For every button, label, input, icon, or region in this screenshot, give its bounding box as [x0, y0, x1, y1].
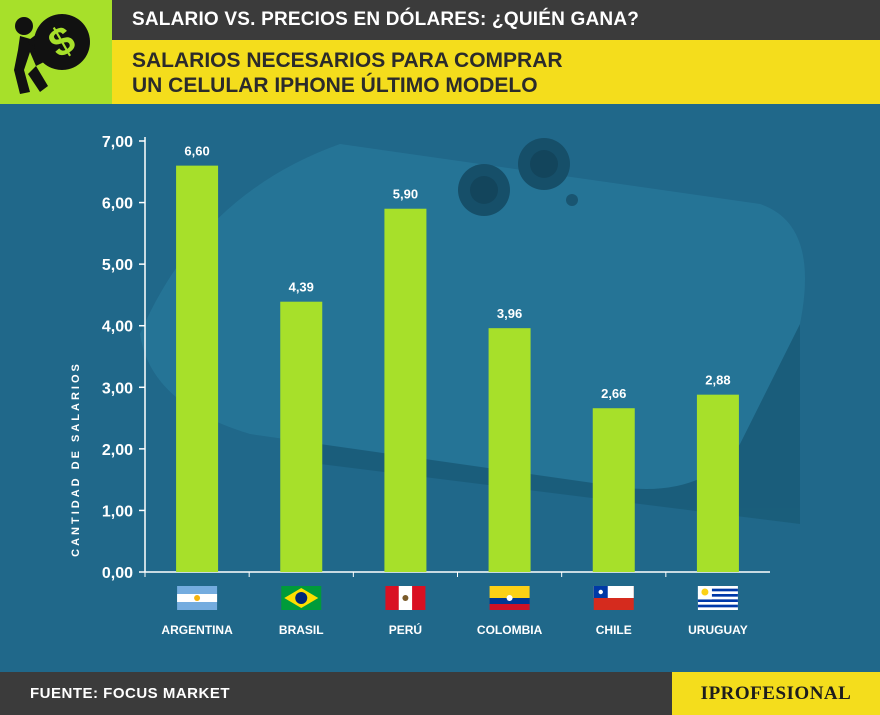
x-tick-label: ARGENTINA — [161, 623, 233, 637]
header-title: SALARIO VS. PRECIOS EN DÓLARES: ¿QUIÉN G… — [112, 0, 880, 40]
data-label: 6,60 — [184, 144, 209, 159]
data-label: 3,96 — [497, 306, 522, 321]
header-subtitle: SALARIOS NECESARIOS PARA COMPRAR UN CELU… — [112, 40, 880, 104]
data-label: 5,90 — [393, 187, 418, 202]
colombia-flag-icon — [489, 586, 530, 610]
bar-chart: 0,00 1,00 2,00 3,00 4,00 5,00 6,00 7,00 6,60 4,3… — [102, 134, 805, 637]
chart-area: 0,00 1,00 2,00 3,00 4,00 5,00 6,00 7,00 6,60 4,3… — [0, 104, 880, 672]
bar-argentina — [176, 165, 219, 572]
y-tick-label: 4,00 — [102, 319, 133, 336]
bar-chile — [592, 408, 635, 572]
brand-logo: IPROFESIONAL — [700, 683, 852, 704]
peru-flag-icon — [385, 586, 426, 610]
subtitle-line-2: UN CELULAR IPHONE ÚLTIMO MODELO — [132, 74, 538, 97]
chile-flag-icon — [593, 586, 634, 610]
y-tick-label: 1,00 — [102, 503, 133, 520]
bar-layer: 6,60 4,39 5,90 3,96 2,66 2,88 — [176, 144, 739, 572]
subtitle-line-1: SALARIOS NECESARIOS PARA COMPRAR — [132, 49, 563, 72]
y-tick-label: 3,00 — [102, 380, 133, 397]
footer: FUENTE: FOCUS MARKET IPROFESIONAL — [0, 672, 880, 715]
bar-colombia — [488, 328, 531, 572]
logo-box: $ — [0, 0, 112, 104]
brand-box: IPROFESIONAL — [672, 672, 880, 715]
y-tick-label: 0,00 — [102, 565, 133, 582]
x-tick-label: BRASIL — [279, 623, 324, 637]
bar-perú — [384, 208, 427, 572]
dollar-person-icon: $ — [14, 13, 90, 94]
argentina-flag-icon — [177, 586, 218, 610]
y-tick-label: 6,00 — [102, 196, 133, 213]
y-tick-label: 5,00 — [102, 257, 133, 274]
bar-brasil — [280, 301, 323, 572]
x-tick-label: URUGUAY — [688, 623, 748, 637]
brasil-flag-icon — [281, 586, 322, 610]
x-tick-label: PERÚ — [389, 622, 422, 637]
flag-layer: ARGENTINA BRASIL PERÚ COLOMBIA CHILE URUGUAY — [161, 586, 748, 637]
data-label: 4,39 — [289, 280, 314, 295]
y-axis-label: CANTIDAD DE SALARIOS — [70, 361, 82, 557]
x-tick-label: CHILE — [596, 623, 632, 637]
iphone-background-image — [140, 138, 805, 524]
data-label: 2,66 — [601, 386, 626, 401]
uruguay-flag-icon — [697, 586, 738, 610]
y-tick-label: 7,00 — [102, 134, 133, 151]
bar-uruguay — [696, 394, 739, 572]
data-label: 2,88 — [705, 373, 730, 388]
y-tick-label: 2,00 — [102, 442, 133, 459]
source-text: FUENTE: FOCUS MARKET — [30, 685, 230, 702]
x-tick-label: COLOMBIA — [477, 623, 543, 637]
axis-layer: 0,00 1,00 2,00 3,00 4,00 5,00 6,00 7,00 — [102, 134, 770, 582]
